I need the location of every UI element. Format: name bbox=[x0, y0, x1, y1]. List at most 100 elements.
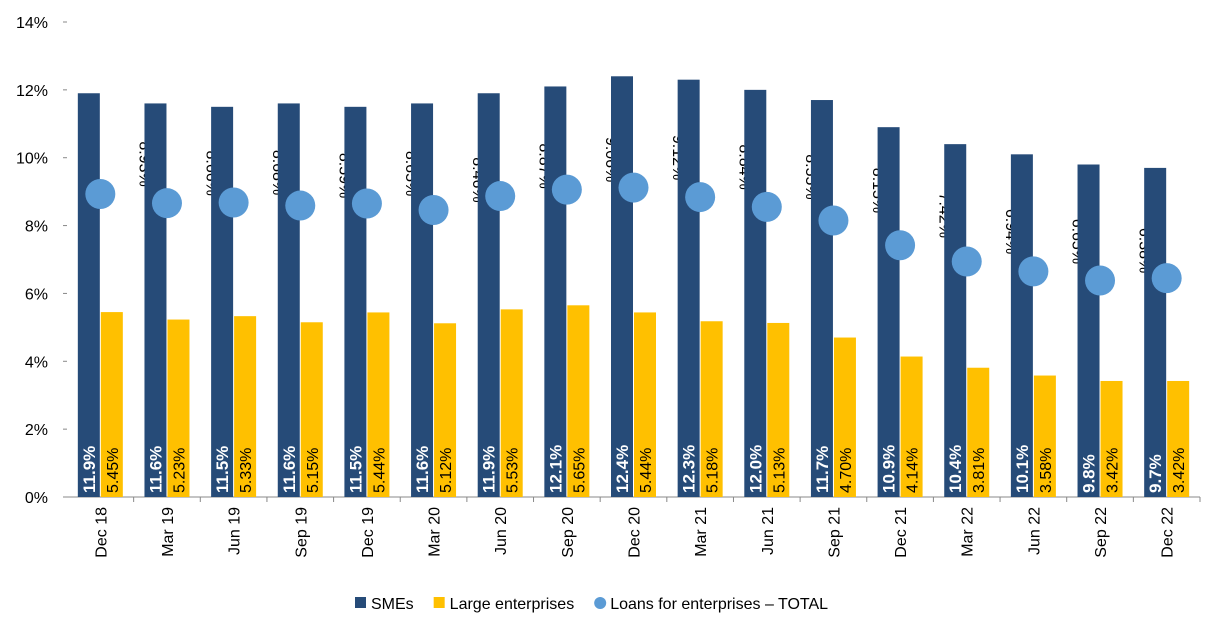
bar bbox=[677, 79, 700, 497]
point bbox=[951, 246, 982, 277]
point bbox=[85, 179, 116, 210]
bar-value-label: 5.53% bbox=[505, 448, 522, 493]
bar bbox=[477, 93, 500, 497]
legend-label: Loans for enterprises – TOTAL bbox=[610, 596, 828, 613]
bar-value-label: 11.9% bbox=[80, 446, 99, 493]
point-value-label: 6.45% bbox=[1202, 225, 1206, 270]
bar-value-label: 11.6% bbox=[280, 446, 299, 493]
bar bbox=[1077, 164, 1100, 497]
bar-value-label: 11.9% bbox=[480, 446, 499, 493]
x-tick-label: Mar 19 bbox=[160, 507, 177, 557]
bar bbox=[411, 103, 434, 497]
point bbox=[885, 230, 916, 261]
bar-value-label: 4.70% bbox=[838, 448, 855, 493]
bar-value-label: 4.14% bbox=[905, 448, 922, 493]
bar bbox=[634, 312, 656, 497]
legend-marker bbox=[355, 597, 366, 608]
x-tick-label: Sep 20 bbox=[560, 507, 577, 558]
y-tick-label: 8% bbox=[25, 219, 48, 236]
bar-value-label: 5.45% bbox=[105, 448, 122, 493]
x-tick-label: Dec 21 bbox=[893, 507, 910, 558]
bar bbox=[277, 103, 300, 497]
bar bbox=[877, 127, 900, 497]
point bbox=[218, 187, 249, 218]
x-tick-label: Dec 20 bbox=[627, 507, 644, 558]
bar-value-label: 5.13% bbox=[771, 448, 788, 493]
x-tick-label: Mar 21 bbox=[693, 507, 710, 557]
x-tick-label: Mar 20 bbox=[427, 507, 444, 557]
bar-value-label: 11.5% bbox=[213, 446, 232, 493]
bar-value-label: 10.4% bbox=[946, 445, 965, 493]
bar-value-label: 11.5% bbox=[346, 446, 365, 493]
bar bbox=[344, 106, 367, 498]
bar-value-label: 5.12% bbox=[438, 448, 455, 493]
bar bbox=[234, 316, 257, 497]
point bbox=[751, 191, 782, 222]
bar bbox=[1033, 375, 1056, 497]
y-tick-label: 0% bbox=[25, 490, 48, 507]
legend-marker bbox=[594, 597, 607, 609]
bar-value-label: 5.15% bbox=[305, 448, 322, 493]
x-tick-label: Dec 19 bbox=[360, 507, 377, 558]
bar-value-label: 9.8% bbox=[1080, 454, 1099, 493]
bar-value-label: 3.42% bbox=[1171, 448, 1188, 493]
bar bbox=[144, 103, 167, 497]
bar bbox=[567, 305, 590, 497]
bar bbox=[744, 89, 767, 497]
bar-value-label: 11.6% bbox=[413, 446, 432, 493]
y-tick-label: 14% bbox=[16, 15, 48, 32]
bar-value-label: 5.65% bbox=[571, 448, 588, 493]
bar bbox=[500, 309, 523, 497]
bar bbox=[544, 86, 567, 497]
x-tick-label: Dec 18 bbox=[93, 507, 110, 558]
point bbox=[151, 188, 182, 219]
bar bbox=[833, 337, 856, 497]
bar-value-label: 3.42% bbox=[1105, 448, 1122, 493]
y-tick-label: 12% bbox=[16, 83, 48, 100]
x-tick-label: Mar 22 bbox=[960, 507, 977, 557]
y-tick-label: 4% bbox=[25, 354, 48, 371]
point bbox=[551, 174, 582, 205]
bar bbox=[1144, 167, 1167, 497]
bar-value-label: 5.44% bbox=[371, 448, 388, 493]
x-tick-label: Sep 22 bbox=[1093, 507, 1110, 558]
bar bbox=[1100, 380, 1123, 497]
bar-value-label: 3.58% bbox=[1038, 448, 1055, 493]
bar bbox=[77, 93, 100, 497]
y-tick-label: 6% bbox=[25, 286, 48, 303]
bar-value-label: 10.9% bbox=[880, 445, 899, 493]
bar-value-label: 9.7% bbox=[1146, 454, 1165, 493]
bar bbox=[434, 323, 457, 497]
point bbox=[485, 181, 516, 212]
bar-value-label: 5.23% bbox=[171, 448, 188, 493]
bar bbox=[900, 356, 923, 497]
y-tick-label: 10% bbox=[16, 151, 48, 168]
x-tick-label: Dec 22 bbox=[1160, 507, 1177, 558]
bar-value-label: 12.0% bbox=[746, 445, 765, 493]
point bbox=[685, 182, 716, 213]
point bbox=[351, 188, 382, 219]
bar bbox=[100, 312, 123, 497]
bar bbox=[944, 144, 967, 497]
x-tick-label: Jun 21 bbox=[760, 507, 777, 555]
bar bbox=[300, 322, 323, 497]
bar bbox=[700, 321, 723, 497]
legend-marker bbox=[433, 597, 445, 608]
point bbox=[1018, 256, 1049, 287]
bar bbox=[611, 76, 633, 498]
x-tick-label: Sep 21 bbox=[826, 507, 843, 558]
point bbox=[418, 194, 449, 225]
bar-value-label: 10.1% bbox=[1013, 445, 1032, 493]
bar-value-label: 11.6% bbox=[146, 446, 165, 493]
x-tick-label: Sep 19 bbox=[293, 507, 310, 558]
bar-value-label: 12.1% bbox=[546, 445, 565, 493]
bar bbox=[967, 367, 990, 497]
bar bbox=[167, 319, 190, 497]
bar bbox=[211, 106, 234, 498]
bar-value-label: 12.4% bbox=[613, 445, 632, 493]
bar-value-label: 12.3% bbox=[680, 445, 699, 493]
bar bbox=[810, 100, 833, 498]
point bbox=[618, 172, 649, 203]
point bbox=[1151, 263, 1182, 294]
bar-value-label: 5.18% bbox=[705, 448, 722, 493]
